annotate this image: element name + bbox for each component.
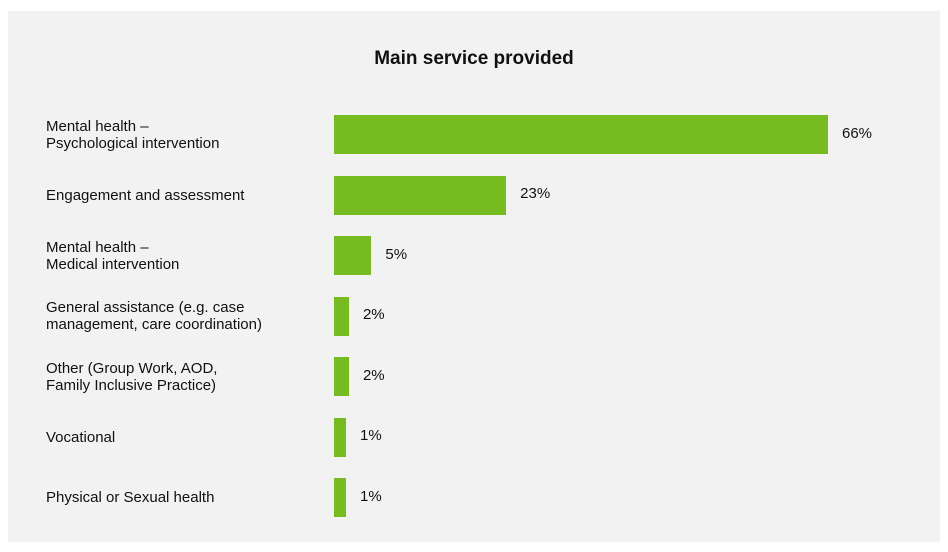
category-label: Mental health – Medical intervention [46, 239, 331, 273]
category-label-line: Family Inclusive Practice) [46, 376, 217, 394]
value-label: 1% [360, 487, 382, 505]
category-label-line: Mental health – [46, 238, 149, 256]
value-label: 66% [842, 124, 873, 142]
value-label: 23% [520, 185, 551, 202]
bar [334, 175, 507, 215]
bar [334, 296, 349, 336]
category-label: Physical or Sexual health [46, 489, 331, 506]
category-label-line: management, care coordination) [46, 316, 262, 333]
value-label: 5% [385, 245, 408, 263]
category-label: Vocational [46, 429, 331, 446]
chart-panel [8, 11, 940, 542]
value-label: 2% [362, 366, 385, 384]
value-label: 2% [362, 306, 385, 323]
value-label: 1% [360, 427, 382, 444]
bar [334, 236, 372, 275]
category-label-line: General assistance (e.g. case [46, 299, 245, 316]
category-label-line: Psychological intervention [46, 134, 220, 152]
category-label: General assistance (e.g. case management,… [46, 299, 331, 333]
category-label-line: Other (Group Work, AOD, [46, 359, 218, 377]
bar [334, 478, 346, 517]
bar [334, 357, 349, 396]
bar [334, 115, 828, 154]
category-label-line: Medical intervention [46, 255, 180, 273]
category-label: Mental health – Psychological interventio… [46, 118, 331, 152]
category-label-line: Vocational [46, 428, 116, 446]
category-label-line: Physical or Sexual health [46, 489, 215, 506]
chart-title: Main service provided [374, 48, 574, 69]
category-label-line: Mental health – [46, 117, 149, 135]
category-label: Engagement and assessment [46, 187, 331, 204]
category-label-line: Engagement and assessment [46, 186, 245, 204]
category-label: Other (Group Work, AOD, Family Inclusive … [46, 360, 331, 394]
bar [334, 417, 346, 457]
